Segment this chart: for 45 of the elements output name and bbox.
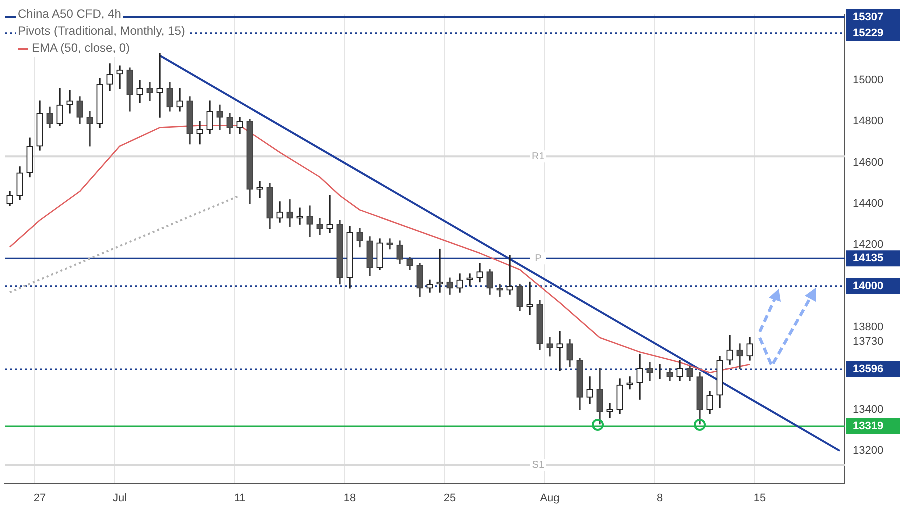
candlestick	[256, 181, 264, 198]
candlestick	[506, 255, 514, 295]
ref-line-label: S1	[532, 460, 545, 472]
candlestick	[116, 66, 124, 90]
x-tick-label: 27	[34, 492, 46, 505]
y-tick-label: 15307	[853, 11, 884, 24]
candlestick	[286, 200, 294, 227]
candlestick	[196, 121, 204, 145]
x-tick-label: 8	[656, 492, 664, 505]
y-tick-label: 13319	[853, 420, 884, 433]
y-tick-label: 15229	[853, 27, 884, 40]
y-tick-label: 14800	[853, 116, 884, 128]
candlestick	[496, 284, 504, 297]
y-tick-label: 14135	[853, 252, 884, 265]
x-tick-label: 11	[234, 492, 246, 505]
x-tick-label: Aug	[540, 492, 560, 505]
legend-label: EMA (50, close, 0)	[16, 40, 132, 57]
y-tick-label: 14400	[853, 198, 884, 210]
candlestick	[326, 195, 334, 234]
annotation: Pivots (Traditional, Monthly, 15)	[16, 23, 188, 40]
x-tick-label: 18	[344, 492, 356, 505]
x-tick-label: 25	[444, 492, 456, 505]
y-tick-label: 15000	[853, 74, 884, 87]
y-tick-label: 13200	[853, 445, 884, 458]
y-tick-label: 14600	[853, 156, 884, 169]
candlestick	[606, 403, 614, 418]
ref-line-label: R1	[532, 151, 546, 162]
x-tick-label: 15	[754, 492, 766, 505]
y-tick-label: 13800	[853, 322, 884, 334]
chart-title: China A50 CFD, 4h	[16, 6, 124, 23]
candlestick	[736, 344, 744, 370]
candlestick	[526, 282, 534, 316]
candlestick	[156, 53, 164, 118]
y-tick-label: 13596	[853, 364, 884, 376]
candlestick	[146, 82, 154, 102]
x-tick-label: Jul	[112, 492, 128, 505]
y-tick-label: 14000	[853, 280, 884, 292]
y-tick-label: 13730	[853, 336, 884, 348]
y-tick-label: 13400	[853, 404, 884, 416]
candlestick	[66, 90, 74, 114]
candlestick	[86, 111, 94, 147]
y-tick-label: 14200	[853, 239, 884, 252]
candlestick	[646, 362, 654, 382]
candlestick	[556, 331, 564, 372]
ref-line-label: P	[535, 253, 542, 264]
